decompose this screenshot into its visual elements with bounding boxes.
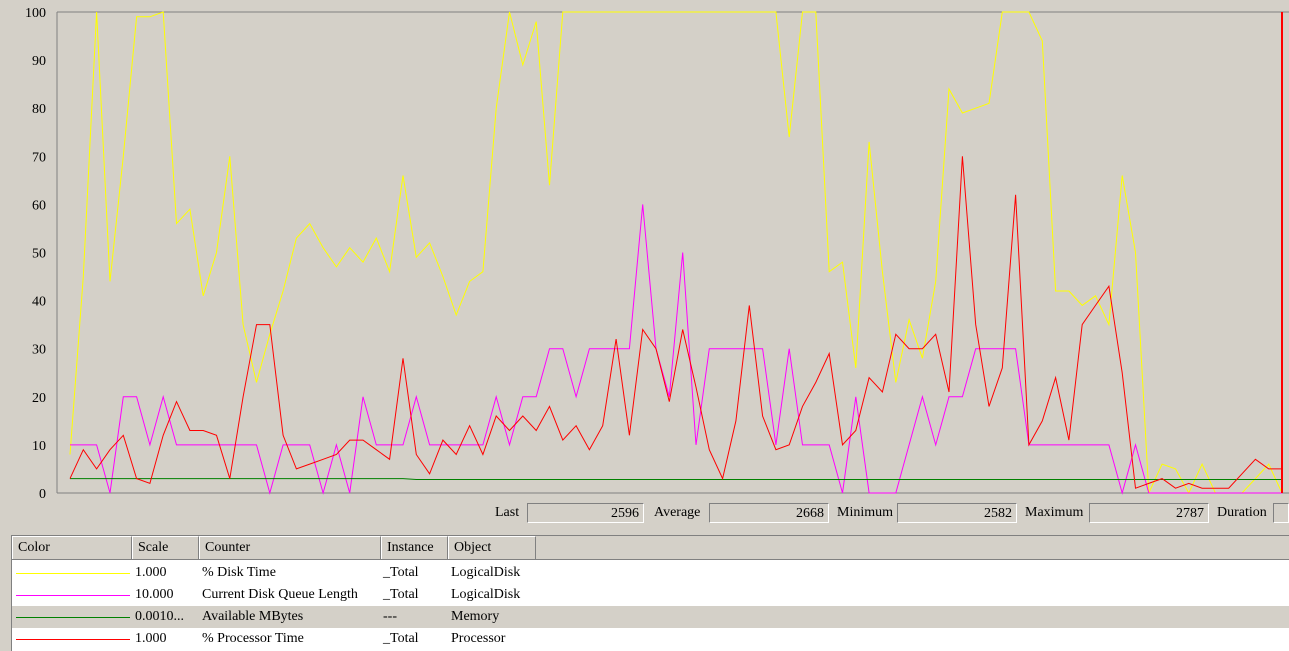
maximum-label: Maximum (1025, 505, 1084, 520)
average-label: Average (654, 505, 701, 520)
y-tick-label: 70 (32, 150, 46, 165)
series-lines (69, 11, 1283, 495)
y-tick-label: 80 (32, 102, 46, 117)
color-swatch (16, 573, 130, 574)
row-scale: 1.000 (135, 565, 167, 580)
y-tick-label: 40 (32, 295, 46, 310)
row-counter: Available MBytes (202, 609, 304, 624)
color-swatch (16, 617, 130, 618)
row-object: Processor (451, 631, 506, 646)
header-instance[interactable]: Instance (381, 536, 448, 559)
performance-chart: 0 10 20 30 40 50 60 70 80 90 100 (25, 6, 1289, 500)
counter-legend[interactable]: Color Scale Counter Instance Object 1.00… (11, 535, 1289, 651)
row-counter: Current Disk Queue Length (202, 587, 358, 602)
maximum-value: 2787 (1089, 503, 1209, 523)
row-instance: --- (383, 609, 397, 624)
y-tick-label: 100 (25, 6, 46, 21)
duration-label: Duration (1217, 505, 1267, 520)
header-counter[interactable]: Counter (199, 536, 381, 559)
minimum-label: Minimum (837, 505, 894, 520)
color-swatch (16, 639, 130, 640)
legend-row[interactable]: 1.000 % Processor Time _Total Processor (12, 628, 1289, 650)
header-object[interactable]: Object (448, 536, 536, 559)
row-object: Memory (451, 609, 500, 624)
last-label: Last (495, 505, 520, 520)
y-tick-label: 60 (32, 198, 46, 213)
row-instance: _Total (383, 565, 419, 580)
row-scale: 0.0010... (135, 609, 184, 624)
row-counter: % Processor Time (202, 631, 304, 646)
average-value: 2668 (709, 503, 829, 523)
series-line-1 (70, 204, 1282, 495)
legend-row-selected[interactable]: 0.0010... Available MBytes --- Memory (12, 606, 1289, 628)
row-counter: % Disk Time (202, 565, 276, 580)
y-tick-label: 10 (32, 439, 46, 454)
legend-row[interactable]: 1.000 % Disk Time _Total LogicalDisk (12, 562, 1289, 584)
row-scale: 10.000 (135, 587, 174, 602)
y-tick-label: 20 (32, 391, 46, 406)
y-tick-label: 90 (32, 54, 46, 69)
row-object: LogicalDisk (451, 565, 521, 580)
minimum-value: 2582 (897, 503, 1017, 523)
header-scale[interactable]: Scale (132, 536, 199, 559)
duration-value (1273, 503, 1289, 523)
y-tick-label: 0 (39, 487, 46, 500)
last-value: 2596 (527, 503, 644, 523)
series-line-2 (70, 478, 1282, 480)
legend-row[interactable]: 10.000 Current Disk Queue Length _Total … (12, 584, 1289, 606)
row-object: LogicalDisk (451, 587, 521, 602)
y-axis: 0 10 20 30 40 50 60 70 80 90 100 (25, 6, 46, 500)
row-instance: _Total (383, 631, 419, 646)
plot-area (57, 12, 1282, 493)
color-swatch (16, 595, 130, 596)
series-line-3 (69, 156, 1282, 489)
y-tick-label: 50 (32, 247, 46, 262)
legend-header: Color Scale Counter Instance Object (12, 536, 1289, 560)
row-instance: _Total (383, 587, 419, 602)
row-scale: 1.000 (135, 631, 167, 646)
y-tick-label: 30 (32, 343, 46, 358)
header-color[interactable]: Color (12, 536, 132, 559)
stats-bar: Last 2596 Average 2668 Minimum 2582 Maxi… (0, 503, 1289, 525)
series-line-0 (69, 11, 1283, 495)
